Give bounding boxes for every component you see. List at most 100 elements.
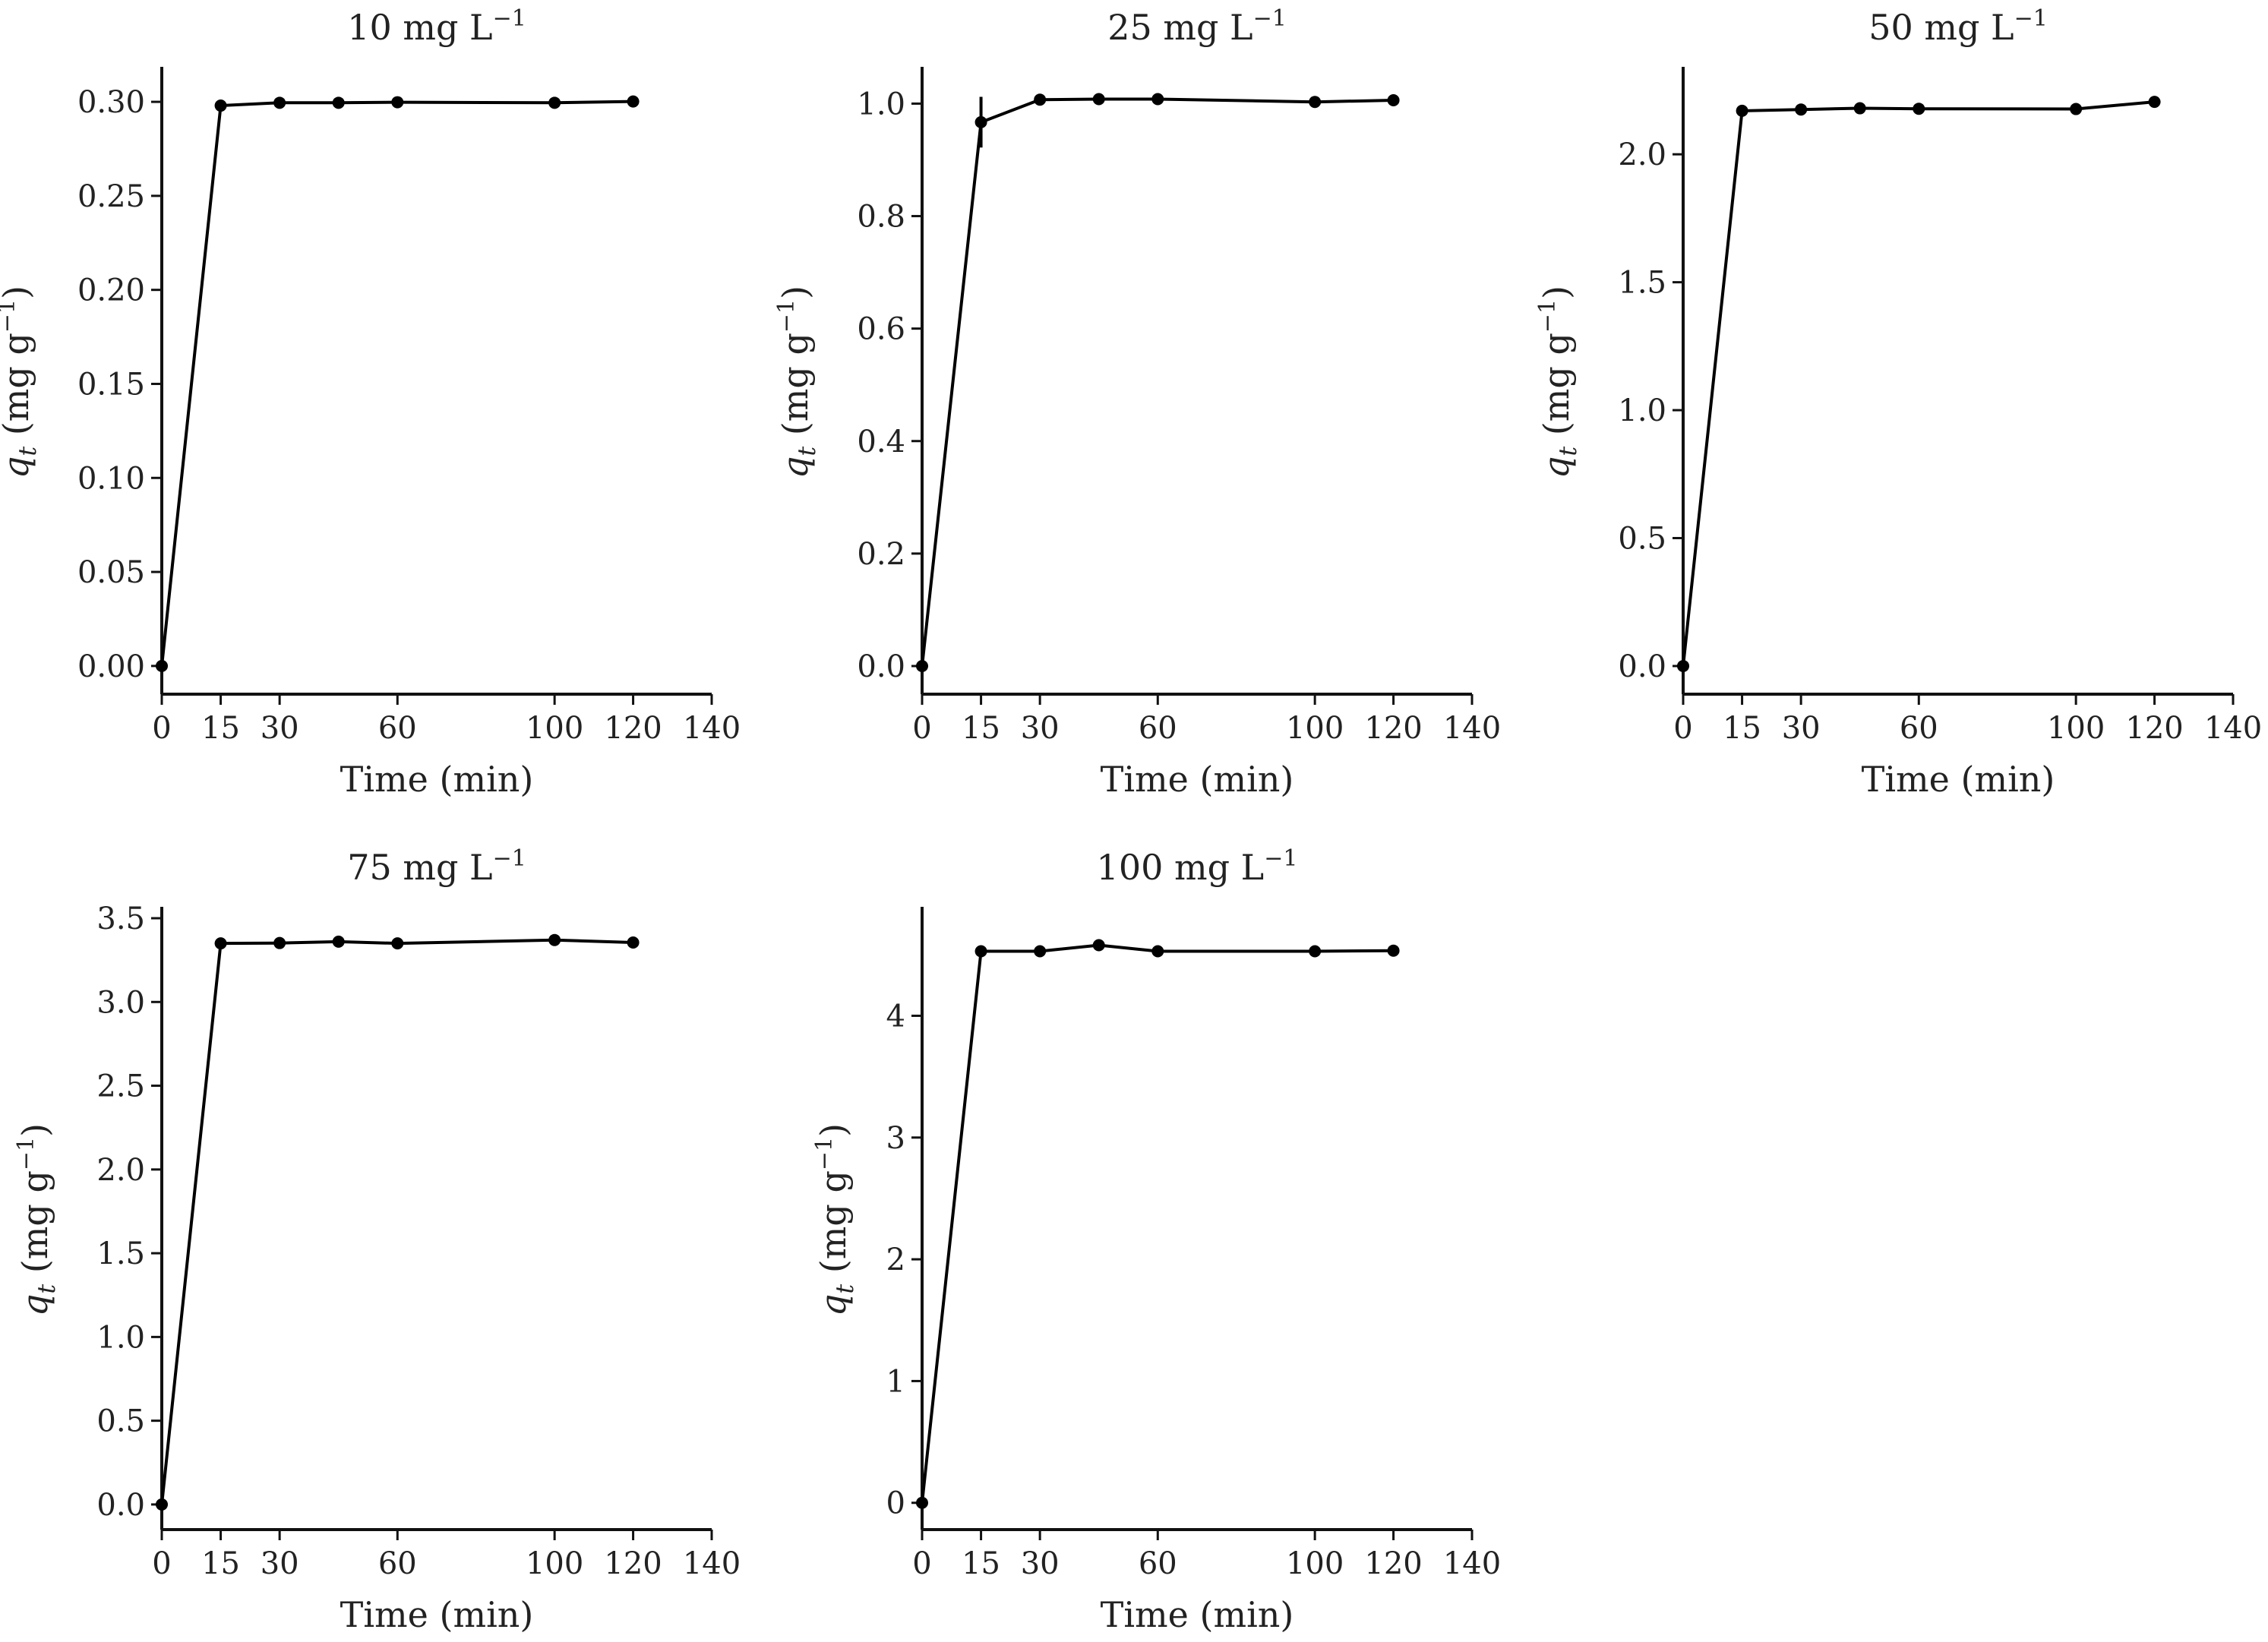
y-tick-label: 0.05	[77, 555, 145, 590]
y-axis-label-close: )	[1536, 286, 1577, 299]
chart-panel-1: 10 mg L−10 15 30 60 100 120 1400.000.050.100.1…	[0, 5, 741, 800]
y-axis-label-close: )	[0, 286, 36, 299]
panel-title: 25 mg L−1	[1107, 5, 1287, 48]
panel-title: 100 mg L−1	[1097, 845, 1298, 888]
x-tick-label: 30	[1782, 711, 1821, 746]
panel-title: 75 mg L−1	[347, 845, 526, 888]
data-point	[1309, 96, 1322, 109]
y-tick-label: 1	[886, 1364, 905, 1399]
y-tick-label: 1.0	[857, 87, 905, 122]
y-tick-label: 0.0	[857, 649, 905, 684]
x-tick-label: 15	[962, 711, 1000, 746]
y-tick-label: 0.15	[77, 367, 145, 402]
data-point	[156, 1498, 168, 1511]
y-tick-label: 0.2	[857, 537, 905, 572]
data-point	[1677, 659, 1689, 672]
data-point	[1034, 93, 1047, 106]
x-tick-label: 15	[201, 1546, 240, 1581]
panel-title-exponent: −1	[493, 5, 526, 32]
y-axis-label-exponent: −1	[1534, 299, 1561, 333]
panel-title-exponent: −1	[1253, 5, 1287, 32]
y-tick-label: 3.0	[96, 985, 145, 1020]
x-tick-label: 120	[1364, 1546, 1422, 1581]
y-tick-label: 0.5	[96, 1404, 145, 1439]
data-point	[548, 933, 561, 946]
panel-title-text: 50 mg L	[1868, 7, 2014, 48]
x-tick-label: 100	[2047, 711, 2105, 746]
data-point	[1387, 93, 1400, 106]
y-axis-label-symbol: q	[14, 1294, 55, 1316]
y-tick-label: 3.5	[96, 902, 145, 936]
x-tick-label: 60	[1900, 711, 1938, 746]
y-axis-label: qt (mg g−1)	[1534, 286, 1582, 478]
data-point	[332, 935, 345, 948]
x-tick-label: 120	[604, 1546, 662, 1581]
y-tick-label: 1.0	[1618, 393, 1666, 428]
y-tick-label: 2.5	[96, 1069, 145, 1104]
x-tick-label: 0	[152, 711, 171, 746]
x-tick-label: 0	[1673, 711, 1692, 746]
y-axis-label-unit: (mg g	[775, 333, 816, 447]
panel-title-text: 100 mg L	[1097, 847, 1265, 888]
data-point	[2070, 103, 2083, 115]
y-tick-label: 1.5	[1618, 266, 1666, 301]
data-point	[627, 95, 640, 108]
y-tick-label: 0.4	[857, 425, 905, 459]
x-tick-label: 30	[261, 711, 299, 746]
y-axis-label-exponent: −1	[773, 299, 800, 333]
y-axis-label-unit: (mg g	[0, 333, 36, 447]
x-axis-label: Time (min)	[1862, 759, 2055, 800]
y-axis-label-close: )	[14, 1123, 55, 1137]
x-tick-label: 60	[1139, 711, 1177, 746]
data-point	[214, 99, 227, 112]
data-point	[916, 659, 928, 672]
y-axis-label-exponent: −1	[13, 1137, 39, 1170]
y-axis-label-exponent: −1	[0, 299, 21, 333]
data-point	[391, 96, 404, 109]
y-tick-label: 1.0	[96, 1320, 145, 1355]
y-tick-label: 0.5	[1618, 522, 1666, 557]
x-axis-label: Time (min)	[1101, 1594, 1294, 1635]
data-point	[156, 659, 168, 672]
data-point	[214, 937, 227, 950]
x-tick-label: 140	[2204, 711, 2262, 746]
data-point	[332, 96, 345, 109]
y-tick-label: 0.00	[77, 649, 145, 684]
panel-title: 10 mg L−1	[347, 5, 526, 48]
x-tick-label: 30	[261, 1546, 299, 1581]
y-axis-label-subscript: t	[1553, 447, 1582, 456]
y-tick-label: 0.0	[96, 1488, 145, 1523]
x-tick-label: 140	[1443, 711, 1501, 746]
x-tick-label: 15	[1723, 711, 1761, 746]
x-tick-label: 30	[1021, 1546, 1060, 1581]
chart-panel-4: 75 mg L−10 15 30 60 100 120 1400.00.51.01.52.0…	[13, 845, 741, 1635]
y-tick-label: 1.5	[96, 1236, 145, 1271]
panel-title-text: 25 mg L	[1107, 7, 1252, 48]
y-axis-label-exponent: −1	[811, 1137, 838, 1170]
data-point	[1795, 103, 1808, 116]
y-axis-label: qt (mg g−1)	[13, 1123, 61, 1316]
data-point	[2148, 96, 2161, 109]
data-point	[1387, 944, 1400, 957]
x-tick-label: 60	[378, 711, 417, 746]
panel-title: 50 mg L−1	[1868, 5, 2048, 48]
y-axis-label-subscript: t	[13, 447, 42, 456]
x-tick-label: 0	[912, 711, 931, 746]
y-axis-label: qt (mg g−1)	[773, 286, 821, 478]
y-axis-label: qt (mg g−1)	[0, 286, 42, 478]
y-axis-label-unit: (mg g	[14, 1170, 55, 1284]
x-tick-label: 100	[526, 711, 583, 746]
x-axis-label: Time (min)	[340, 1594, 534, 1635]
y-axis-label-symbol: q	[775, 456, 816, 478]
x-tick-label: 120	[1364, 711, 1422, 746]
x-tick-label: 15	[962, 1546, 1000, 1581]
data-point	[1092, 93, 1105, 106]
x-tick-label: 30	[1021, 711, 1060, 746]
panel-title-text: 75 mg L	[347, 847, 492, 888]
data-point	[916, 1496, 928, 1509]
x-tick-label: 0	[152, 1546, 171, 1581]
y-tick-label: 0.20	[77, 273, 145, 308]
chart-panel-2: 25 mg L−10 15 30 60 100 120 1400.00.20.40.60.8…	[773, 5, 1501, 800]
